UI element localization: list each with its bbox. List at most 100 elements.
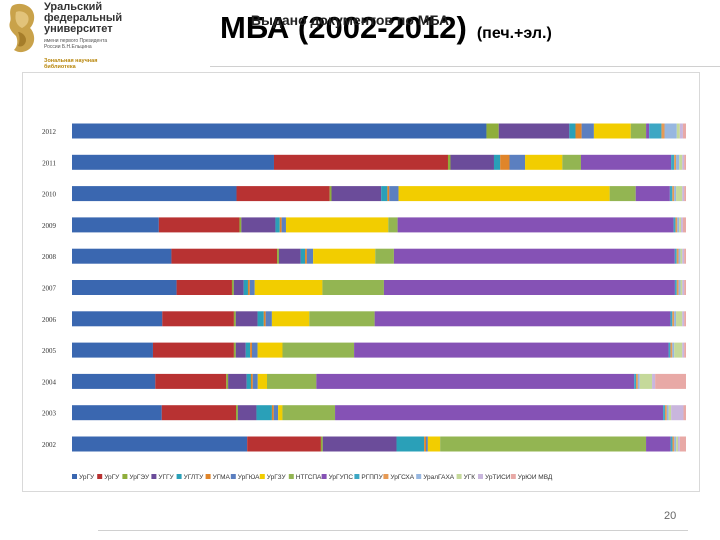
bar-segment <box>322 280 384 295</box>
bar-segment <box>388 217 398 233</box>
bar-segment <box>263 311 266 327</box>
bar-segment <box>676 280 679 295</box>
bar-segment <box>682 311 685 327</box>
legend-label: УрГУ <box>79 474 95 481</box>
bar-segment <box>678 248 681 264</box>
bar-segment <box>670 311 673 327</box>
bar-segment <box>569 123 576 139</box>
bar-segment <box>486 123 499 139</box>
bar-segment <box>335 405 664 421</box>
bar-segment <box>72 342 153 358</box>
bar-segment <box>393 248 675 264</box>
category-label: 2003 <box>42 410 57 418</box>
legend-label: УрГУ <box>104 474 120 481</box>
logo-sub-line: России Б.Н.Ельцина <box>44 44 92 50</box>
bar-segment <box>664 405 667 421</box>
bar-segment <box>575 123 582 139</box>
legend-swatch <box>383 474 389 479</box>
bar-segment <box>257 342 283 358</box>
legend-label: УГК <box>464 474 476 481</box>
legend-swatch <box>230 474 236 479</box>
bar-segment <box>254 280 323 295</box>
bar-segment <box>634 373 637 389</box>
bar-segment <box>72 248 172 264</box>
category-label: 2002 <box>42 441 57 449</box>
logo-sub-line: имени первого Президента <box>44 38 108 44</box>
bar-segment <box>249 280 255 295</box>
bar-segment <box>673 217 676 233</box>
bar-segment <box>682 154 685 170</box>
category-label: 2007 <box>42 285 57 293</box>
bar-segment <box>305 248 307 264</box>
bar-segment <box>257 311 264 327</box>
bar-segment <box>674 342 683 358</box>
bar-segment <box>677 217 680 233</box>
bar-segment <box>671 154 675 170</box>
legend-label: НТГСПА <box>296 474 322 481</box>
bar-segment <box>282 405 336 421</box>
bar-segment <box>155 373 227 389</box>
bar-segment <box>676 248 679 264</box>
bar-segment <box>273 154 448 170</box>
emblem-icon <box>9 3 35 53</box>
bar-segment <box>672 186 675 202</box>
bar-segment <box>679 436 686 452</box>
bar-segment <box>668 342 671 358</box>
bar-segment <box>646 123 650 139</box>
bar-segment <box>389 186 399 202</box>
bar-segment <box>281 217 286 233</box>
footer-divider <box>98 530 688 531</box>
bar-segment <box>72 280 177 295</box>
bar-segment <box>243 280 248 295</box>
bar-segment <box>247 280 250 295</box>
legend-swatch <box>259 474 265 479</box>
bar-segment <box>277 248 279 264</box>
bar-segment <box>670 436 673 452</box>
legend-swatch <box>122 474 128 479</box>
bar-segment <box>637 373 640 389</box>
bar-segment <box>684 154 686 170</box>
bar-segment <box>237 405 257 421</box>
bar-segment <box>158 217 240 233</box>
bar-segment <box>354 342 669 358</box>
logo-line: университет <box>44 23 113 35</box>
bar-segment <box>176 280 232 295</box>
legend-swatch <box>97 474 103 479</box>
bar-segment <box>235 311 258 327</box>
legend-swatch <box>456 474 462 479</box>
bar-segment <box>672 436 675 452</box>
category-label: 2006 <box>42 316 57 324</box>
bar-segment <box>250 373 253 389</box>
bar-segment <box>233 342 236 358</box>
bar-segment <box>682 123 686 139</box>
bar-segment <box>683 405 686 421</box>
bar-segment <box>680 248 683 264</box>
category-label: 2012 <box>42 128 57 136</box>
bar-segment <box>674 186 677 202</box>
bar-segment <box>639 373 653 389</box>
bar-segment <box>500 154 510 170</box>
bar-segment <box>398 186 610 202</box>
bar-segment <box>72 373 156 389</box>
bar-segment <box>493 154 501 170</box>
bar-segment <box>271 311 310 327</box>
bar-segment <box>679 217 682 233</box>
chart-title: Выдано документов по МБА <box>250 12 450 28</box>
category-label: 2008 <box>42 253 57 261</box>
bar-segment <box>387 186 390 202</box>
logo-subtitle: имени первого Президента России Б.Н.Ельц… <box>44 38 130 50</box>
bar-segment <box>285 217 389 233</box>
bar-segment <box>162 311 234 327</box>
bar-segment <box>72 311 163 327</box>
legend-label: УрГЮА <box>238 474 260 481</box>
bar-segment <box>246 373 251 389</box>
bar-segment <box>664 123 677 139</box>
bar-segment <box>675 217 678 233</box>
bar-segment <box>257 373 267 389</box>
bar-segment <box>630 123 647 139</box>
bar-segment <box>72 123 487 139</box>
bar-segment <box>278 248 301 264</box>
bar-segment <box>684 186 686 202</box>
category-label: 2009 <box>42 222 57 230</box>
header-divider <box>210 66 720 67</box>
